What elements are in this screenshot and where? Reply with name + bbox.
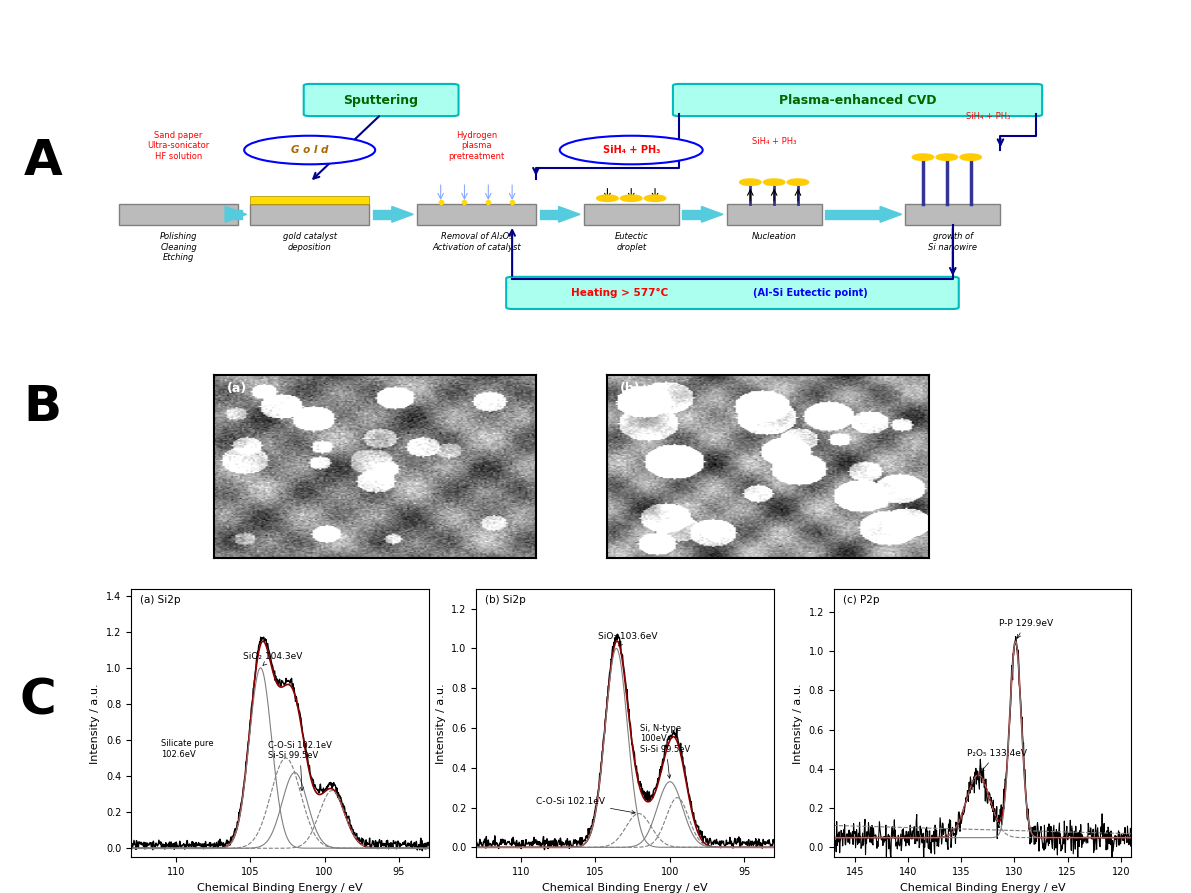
Text: C-O-Si 102.1eV: C-O-Si 102.1eV <box>536 797 635 814</box>
Circle shape <box>740 179 761 186</box>
Text: SiH₄ + PH₃: SiH₄ + PH₃ <box>966 113 1011 121</box>
Text: P-P 129.9eV: P-P 129.9eV <box>998 619 1053 638</box>
Polygon shape <box>701 206 723 222</box>
Text: (a) Si2p: (a) Si2p <box>141 595 181 605</box>
Polygon shape <box>880 206 902 222</box>
X-axis label: Chemical Binding Energy / eV: Chemical Binding Energy / eV <box>197 882 363 893</box>
Text: C: C <box>19 676 56 724</box>
Text: G o l d: G o l d <box>291 145 329 155</box>
Circle shape <box>960 154 981 161</box>
Text: C-O-Si 102.1eV
Si-Si 99.5eV: C-O-Si 102.1eV Si-Si 99.5eV <box>268 740 332 790</box>
Text: (c) P2p: (c) P2p <box>842 595 879 605</box>
Text: SiO₂ 104.3eV: SiO₂ 104.3eV <box>243 652 303 665</box>
Circle shape <box>763 179 785 186</box>
FancyBboxPatch shape <box>304 84 459 116</box>
Circle shape <box>912 154 934 161</box>
Text: Eutectic
droplet: Eutectic droplet <box>615 232 648 252</box>
Polygon shape <box>559 206 580 222</box>
Text: Si, N-type
100eV
Si-Si 99.5eV: Si, N-type 100eV Si-Si 99.5eV <box>640 724 691 778</box>
FancyBboxPatch shape <box>727 204 822 225</box>
X-axis label: Chemical Binding Energy / eV: Chemical Binding Energy / eV <box>899 882 1066 893</box>
Ellipse shape <box>244 136 375 164</box>
Ellipse shape <box>560 136 703 164</box>
FancyBboxPatch shape <box>584 204 679 225</box>
FancyBboxPatch shape <box>506 277 959 309</box>
Text: gold catalyst
deposition: gold catalyst deposition <box>282 232 337 252</box>
FancyBboxPatch shape <box>250 204 369 225</box>
FancyBboxPatch shape <box>119 204 238 225</box>
Text: P₂O₅ 133.4eV: P₂O₅ 133.4eV <box>967 749 1027 772</box>
Circle shape <box>621 195 642 202</box>
FancyBboxPatch shape <box>250 196 369 204</box>
X-axis label: Chemical Binding Energy / eV: Chemical Binding Energy / eV <box>542 882 709 893</box>
Y-axis label: Intensity / a.u.: Intensity / a.u. <box>436 683 445 764</box>
Text: SiO₂ 103.6eV: SiO₂ 103.6eV <box>598 631 657 646</box>
Text: Plasma-enhanced CVD: Plasma-enhanced CVD <box>779 94 936 106</box>
FancyBboxPatch shape <box>905 204 1000 225</box>
Text: (a): (a) <box>227 382 248 396</box>
Text: Hydrogen
plasma
pretreatment: Hydrogen plasma pretreatment <box>448 131 505 161</box>
Text: (b) Si2p: (b) Si2p <box>486 595 526 605</box>
Text: (b): (b) <box>621 382 641 396</box>
Circle shape <box>644 195 666 202</box>
Text: (Al-Si Eutectic point): (Al-Si Eutectic point) <box>753 288 867 298</box>
Polygon shape <box>225 206 247 222</box>
Text: Sand paper
Ultra-sonicator
HF solution: Sand paper Ultra-sonicator HF solution <box>148 131 210 161</box>
Y-axis label: Intensity / a.u.: Intensity / a.u. <box>91 683 100 764</box>
Text: B: B <box>24 383 62 431</box>
Circle shape <box>597 195 618 202</box>
Text: growth of
Si nanowire: growth of Si nanowire <box>928 232 978 252</box>
Text: Nucleation: Nucleation <box>752 232 797 241</box>
Y-axis label: Intensity / a.u.: Intensity / a.u. <box>793 683 803 764</box>
Circle shape <box>936 154 958 161</box>
Text: Removal of Al₂O₃
Activation of catalyst: Removal of Al₂O₃ Activation of catalyst <box>432 232 520 252</box>
Text: Polishing
Cleaning
Etching: Polishing Cleaning Etching <box>160 232 198 262</box>
Text: A: A <box>24 137 63 185</box>
Text: SiH₄ + PH₃: SiH₄ + PH₃ <box>752 138 797 146</box>
Circle shape <box>787 179 809 186</box>
Text: Silicate pure
102.6eV: Silicate pure 102.6eV <box>161 739 213 759</box>
FancyBboxPatch shape <box>673 84 1042 116</box>
Text: Sputtering: Sputtering <box>344 94 418 106</box>
Text: SiH₄ + PH₃: SiH₄ + PH₃ <box>603 145 660 155</box>
Polygon shape <box>392 206 413 222</box>
FancyBboxPatch shape <box>417 204 536 225</box>
Text: Heating > 577°C: Heating > 577°C <box>570 288 668 298</box>
